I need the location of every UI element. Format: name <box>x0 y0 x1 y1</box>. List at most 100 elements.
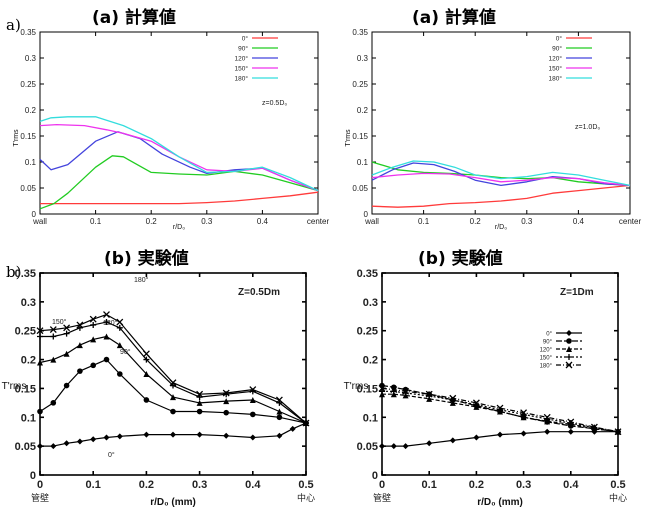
y-tick-label: 0.1 <box>357 158 369 167</box>
legend-label: 0° <box>546 332 552 338</box>
data-point <box>223 432 230 439</box>
z-position-label: Z=1Dm <box>560 287 594 298</box>
y-tick-label: 0.3 <box>21 297 36 309</box>
x-sublabel-wall: 管壁 <box>31 492 49 504</box>
z-position-label: Z=0.5Dm <box>238 287 280 298</box>
y-tick-label: 0 <box>364 210 369 219</box>
x-tick-label: 0 <box>37 479 43 491</box>
x-tick-label: 0.3 <box>192 479 207 491</box>
legend-label: 0° <box>556 35 563 43</box>
data-point <box>378 384 386 392</box>
data-point <box>116 342 123 349</box>
series-label: 180° <box>134 276 149 284</box>
data-point <box>63 330 70 337</box>
data-point <box>567 428 574 435</box>
y-tick-label: 0 <box>32 210 37 219</box>
x-tick-label: 0.4 <box>257 217 269 226</box>
x-tick-label: 0.2 <box>470 217 482 226</box>
y-axis-label: T'rms <box>344 381 369 392</box>
data-point <box>449 394 457 402</box>
data-point <box>276 408 283 415</box>
legend-label: 180° <box>549 75 563 83</box>
data-point <box>289 425 296 432</box>
data-point <box>50 356 57 363</box>
x-tick-label: 0.3 <box>521 217 533 226</box>
x-sublabel-wall: 管壁 <box>373 492 391 504</box>
y-tick-label: 0.15 <box>352 132 368 141</box>
data-point <box>170 408 176 415</box>
data-point <box>543 413 551 421</box>
data-point <box>497 431 503 438</box>
y-axis-label: T'rms <box>2 381 27 392</box>
data-point <box>103 311 110 319</box>
data-point <box>567 418 575 426</box>
x-tick-label: 0.2 <box>469 479 484 491</box>
data-point <box>37 333 43 340</box>
legend-marker <box>566 354 572 360</box>
y-tick-label: 0.05 <box>352 184 368 193</box>
data-point <box>143 397 150 403</box>
data-point <box>196 390 204 398</box>
y-tick-label: 0.25 <box>357 326 378 338</box>
data-point <box>37 359 43 366</box>
legend-label: 90° <box>238 45 248 53</box>
y-tick-label: 0.05 <box>15 441 36 453</box>
data-point <box>472 399 480 407</box>
data-point <box>402 387 410 395</box>
data-point <box>223 391 230 398</box>
panel-header-b-right: (b) 実験値 <box>418 248 503 269</box>
legend-label: 150° <box>540 356 553 362</box>
series-line-3 <box>371 172 631 187</box>
data-point <box>520 409 528 417</box>
data-point <box>379 443 385 450</box>
row-label-b: b) <box>6 263 21 281</box>
y-tick-label: 0.3 <box>363 297 378 309</box>
data-point <box>76 438 83 445</box>
plot-frame <box>381 272 619 476</box>
y-tick-label: 0 <box>372 470 378 482</box>
data-point <box>103 333 110 340</box>
data-point <box>50 333 57 340</box>
data-point <box>116 433 123 440</box>
series-line-0 <box>40 191 319 205</box>
y-tick-label: 0.3 <box>357 54 369 63</box>
data-point <box>143 431 150 438</box>
y-tick-label: 0.35 <box>20 28 36 37</box>
y-tick-label: 0.05 <box>20 184 36 193</box>
legend-marker <box>566 346 572 352</box>
legend-marker <box>565 361 573 369</box>
series-line-0 <box>371 184 631 208</box>
data-point <box>170 431 176 438</box>
series-line-2 <box>39 335 307 424</box>
y-tick-label: 0.1 <box>363 412 378 424</box>
data-point <box>196 399 203 406</box>
panel-header-a-right: (a) 計算値 <box>412 7 496 28</box>
legend-label: 150° <box>235 65 249 73</box>
data-point <box>276 414 283 421</box>
data-point <box>276 432 283 439</box>
row-label-a: a) <box>6 16 21 34</box>
plot-frame <box>39 31 319 215</box>
x-tick-label: wall <box>32 217 47 226</box>
series-line-1 <box>371 161 631 187</box>
data-point <box>50 400 57 406</box>
data-point <box>449 437 456 444</box>
data-point <box>520 430 527 437</box>
data-point <box>143 371 150 377</box>
y-tick-label: 0.2 <box>357 106 369 115</box>
data-point <box>103 356 110 363</box>
y-tick-label: 0.1 <box>21 412 36 424</box>
panel-header-b-left: (b) 実験値 <box>104 248 189 269</box>
data-point <box>249 434 256 441</box>
data-point <box>116 324 123 331</box>
plot-frame <box>39 272 307 476</box>
series-line-4 <box>381 387 619 433</box>
x-tick-label: center <box>619 217 642 226</box>
data-point <box>63 324 71 332</box>
x-tick-label: 0.1 <box>86 479 101 491</box>
x-tick-label: 0.1 <box>418 217 430 226</box>
x-axis-label: r/D₀ <box>495 224 507 231</box>
z-position-label: z=0.5D₀ <box>262 100 287 107</box>
data-point <box>103 319 110 326</box>
x-tick-label: 0.4 <box>563 479 579 491</box>
